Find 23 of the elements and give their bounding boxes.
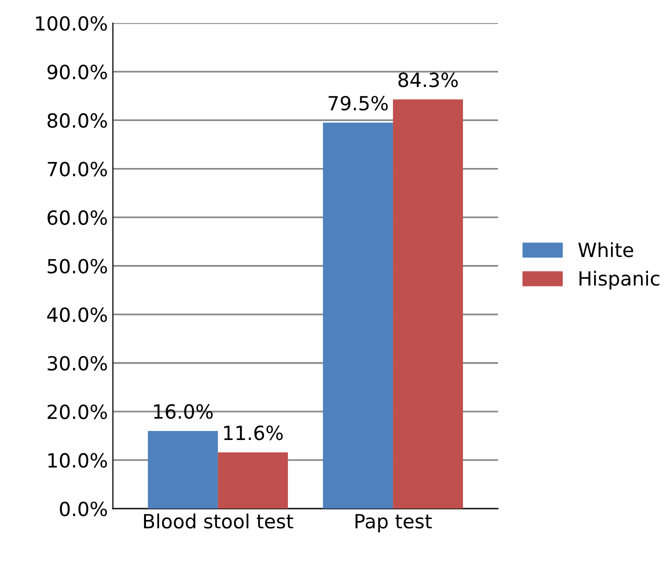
data-label: 11.6% [224,426,283,440]
legend-label: Hispanic [580,270,660,290]
y-tick-label: 80.0% [48,113,107,128]
bar [322,122,393,509]
y-tick-label: 10.0% [48,453,107,468]
y-tick-label: 20.0% [48,404,107,420]
y-tick-label: 30.0% [48,356,107,371]
data-label: 84.3% [398,72,458,88]
y-tick-label: 0.0% [60,502,107,516]
y-tick-label: 40.0% [47,307,107,322]
y-tick-label: 90.0% [47,64,107,80]
y-tick-label: 100.0% [36,16,107,31]
legend-label: White [578,242,634,258]
bar [392,99,463,509]
data-label: 16.0% [154,404,213,419]
y-tick-label: 70.0% [48,162,107,176]
bar [218,452,288,509]
bar [148,430,218,509]
x-tick-label: Pap test [356,514,432,532]
x-tick-label: Blood stool test [144,514,294,529]
data-label: 79.5% [328,96,388,111]
y-tick-label: 60.0% [48,210,107,225]
y-tick-label: 50.0% [48,258,107,274]
